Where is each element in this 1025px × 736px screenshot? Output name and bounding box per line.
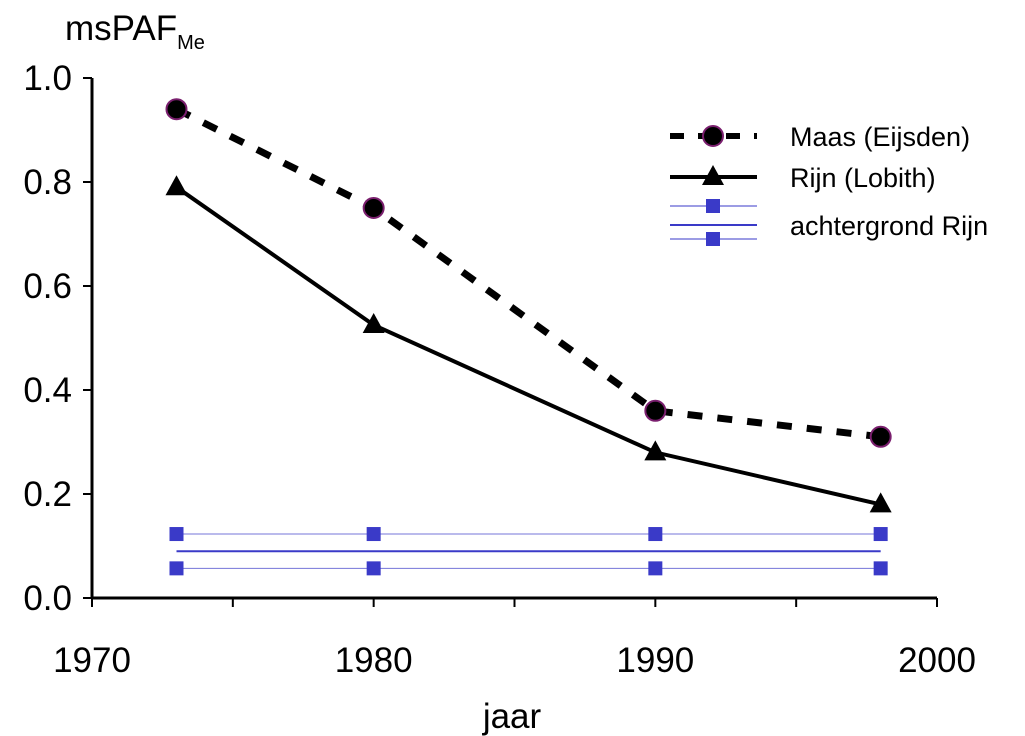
legend-swatch-marker <box>702 125 724 147</box>
data-point-upper <box>169 527 184 542</box>
y-axis-title-main: msPAF <box>65 9 177 48</box>
legend-label: Maas (Eijsden) <box>790 122 970 152</box>
legend-item-1: Rijn (Lobith) <box>670 163 936 193</box>
x-tick-label: 1970 <box>53 641 131 680</box>
data-point <box>644 399 667 422</box>
series-1 <box>165 175 892 513</box>
series-2 <box>169 527 888 576</box>
legend-swatch-marker <box>702 165 724 185</box>
legend-swatch-marker-upper <box>706 199 720 213</box>
x-tick-label: 1980 <box>335 641 413 680</box>
y-tick-label: 0.4 <box>23 371 72 410</box>
legend-label: Rijn (Lobith) <box>790 163 936 193</box>
data-point-upper <box>366 527 381 542</box>
y-tick-label: 0.8 <box>23 163 72 202</box>
data-point <box>644 440 667 461</box>
y-tick-label: 1.0 <box>23 59 72 98</box>
y-tick-label: 0.0 <box>23 579 72 618</box>
data-point-lower <box>169 561 184 576</box>
data-point <box>869 425 892 448</box>
data-point <box>165 98 188 121</box>
data-point-upper <box>648 527 663 542</box>
series-line <box>175 185 882 507</box>
y-tick-label: 0.2 <box>23 475 72 514</box>
x-axis-title: jaar <box>482 697 542 736</box>
y-axis-title: msPAFMe <box>65 9 205 54</box>
legend: Maas (Eijsden) Rijn (Lobith) achtergrond R… <box>670 122 988 246</box>
data-point <box>362 313 385 333</box>
axes: 0.0 0.2 0.4 0.6 0.8 1.0 1970 1980 1990 2000 <box>23 59 976 680</box>
series-line <box>174 106 882 441</box>
data-point-lower <box>366 561 381 576</box>
y-axis-title-subscript: Me <box>177 32 205 54</box>
legend-item-0: Maas (Eijsden) <box>670 122 970 152</box>
x-tick-label: 2000 <box>898 641 976 680</box>
data-point-lower <box>648 561 663 576</box>
legend-label: achtergrond Rijn <box>790 211 988 241</box>
series-layer <box>165 98 892 576</box>
series-0 <box>165 98 892 448</box>
legend-swatch-marker-lower <box>706 232 720 246</box>
data-point <box>165 175 188 196</box>
data-point-lower <box>873 561 888 576</box>
data-point-upper <box>873 527 888 542</box>
data-point <box>869 492 892 513</box>
data-point <box>362 197 385 219</box>
legend-item-2: achtergrond Rijn <box>670 199 988 246</box>
y-tick-label: 0.6 <box>23 267 72 306</box>
x-tick-label: 1990 <box>616 641 694 680</box>
